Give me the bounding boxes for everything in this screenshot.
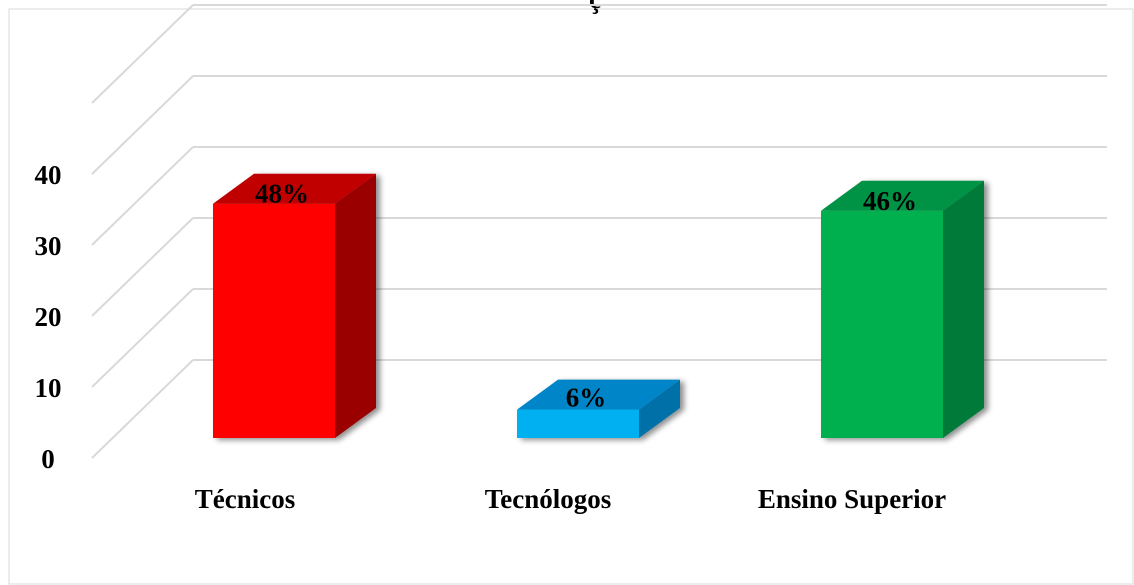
data-label: 6% bbox=[566, 383, 607, 413]
gridline-diagonal bbox=[91, 217, 194, 317]
x-axis-categories: Técnicos Tecnólogos Ensino Superior bbox=[195, 484, 946, 514]
chart-title: ç bbox=[589, 0, 601, 14]
bar-1 bbox=[517, 379, 680, 438]
category-label: Ensino Superior bbox=[758, 484, 946, 514]
bar-top bbox=[821, 180, 984, 211]
y-tick-label: 0 bbox=[41, 444, 55, 474]
category-label: Tecnólogos bbox=[485, 484, 612, 514]
y-tick-label: 20 bbox=[35, 302, 62, 332]
bar-side bbox=[335, 173, 376, 438]
data-label: 48% bbox=[255, 179, 309, 209]
bar-2 bbox=[821, 180, 984, 439]
gridline-diagonal bbox=[91, 146, 194, 246]
bar-top bbox=[213, 173, 376, 204]
bar-0 bbox=[213, 173, 376, 438]
gridline-diagonal bbox=[91, 359, 194, 459]
bar-side bbox=[639, 379, 680, 438]
bar-top bbox=[517, 379, 680, 410]
gridline-diagonal bbox=[91, 4, 194, 104]
bar-front bbox=[821, 210, 943, 438]
bar-front bbox=[213, 203, 335, 438]
bar-side bbox=[943, 180, 984, 439]
gridline-diagonal bbox=[91, 75, 194, 175]
bars bbox=[213, 173, 984, 439]
data-labels: 48% 6% 46% bbox=[255, 179, 917, 413]
gridline-diagonal bbox=[91, 288, 194, 388]
y-axis-ticks: 0 10 20 30 40 bbox=[35, 160, 62, 474]
y-tick-label: 40 bbox=[35, 160, 62, 190]
category-label: Técnicos bbox=[195, 484, 296, 514]
y-tick-label: 10 bbox=[35, 373, 62, 403]
y-tick-label: 30 bbox=[35, 231, 62, 261]
data-label: 46% bbox=[863, 186, 917, 216]
bar-front bbox=[517, 409, 639, 438]
